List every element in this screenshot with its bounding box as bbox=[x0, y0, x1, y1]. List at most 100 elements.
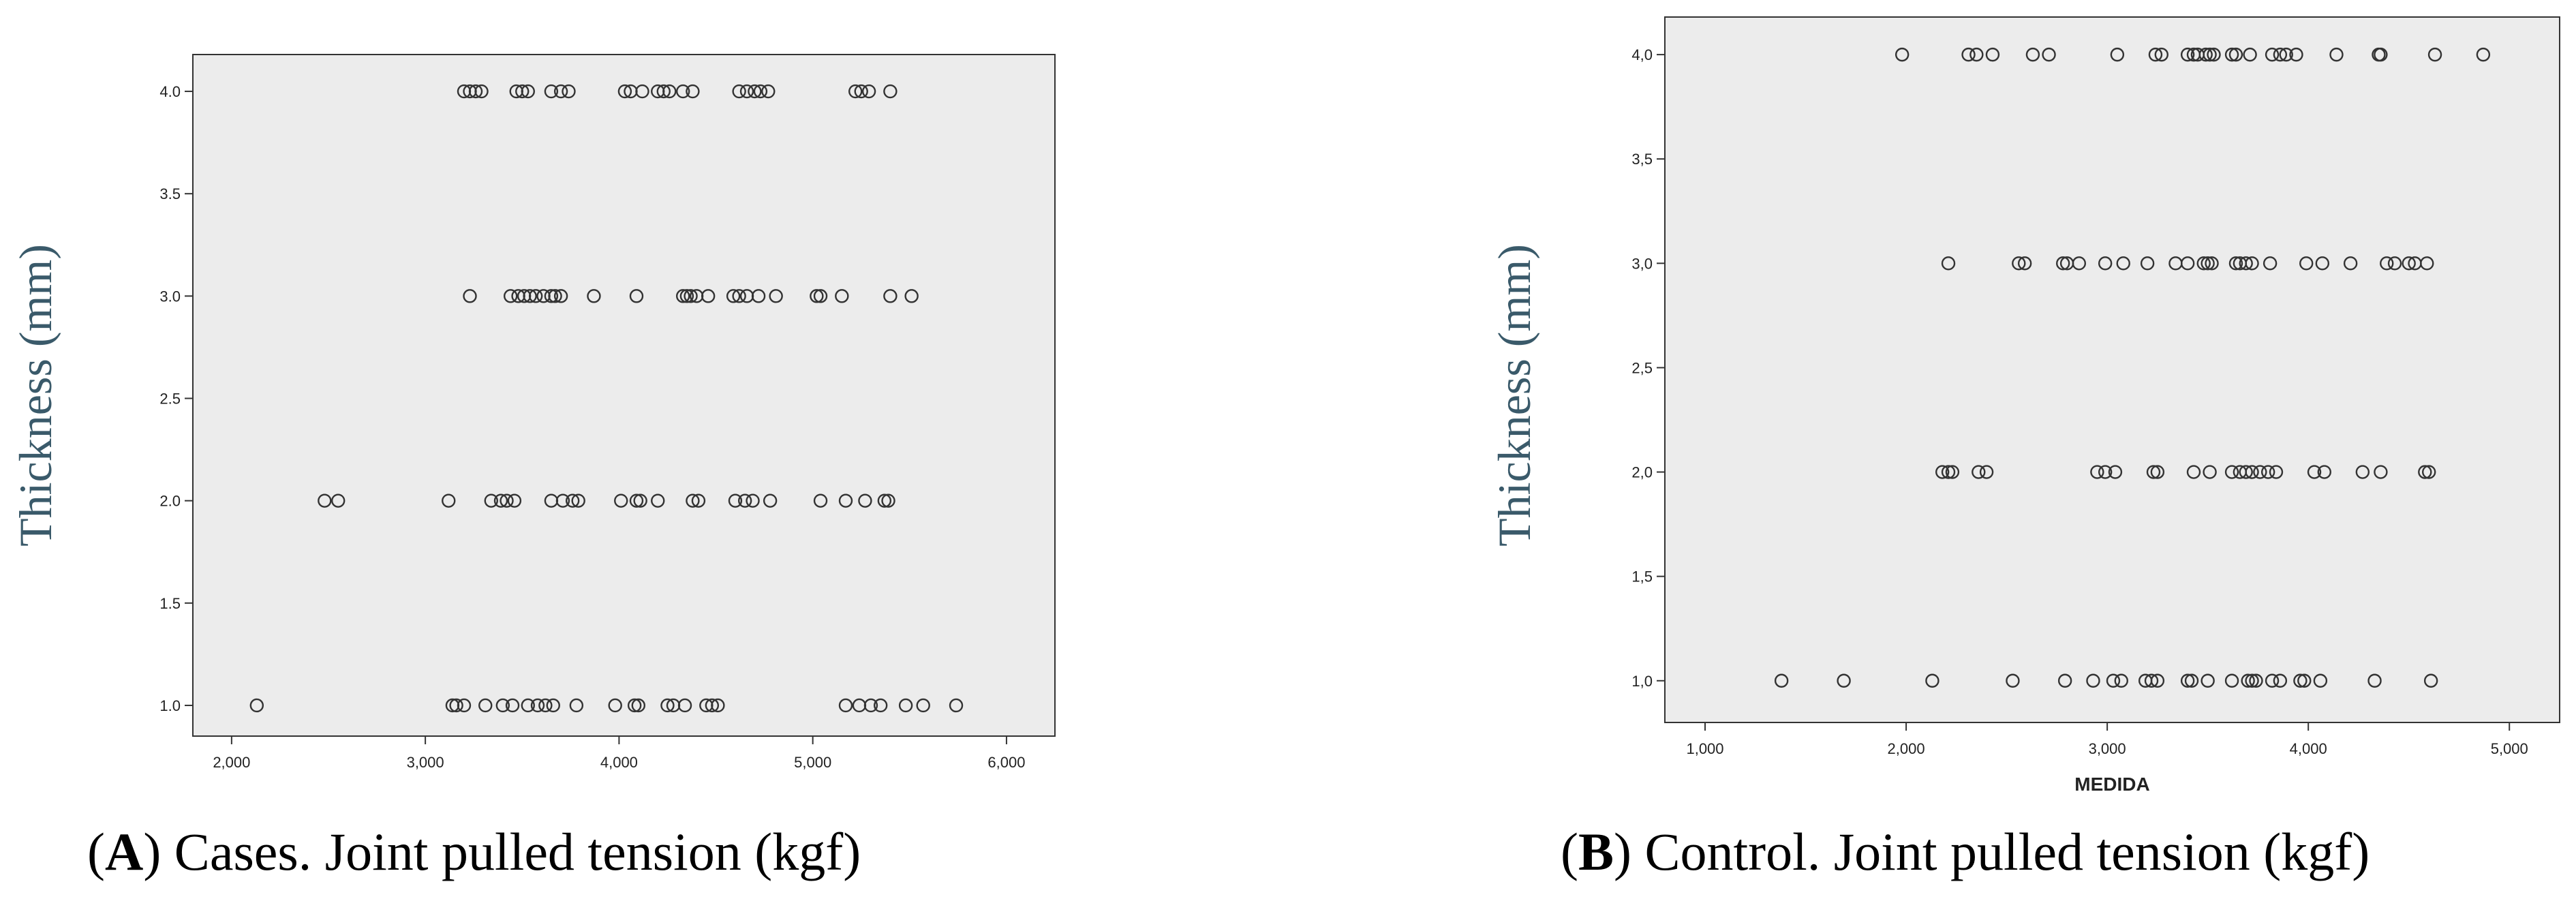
data-point bbox=[751, 289, 766, 303]
data-point bbox=[691, 493, 706, 508]
data-point bbox=[463, 289, 477, 303]
chart-a: 1.0 1.5 2.0 2.5 3.0 3.5 4.0 2,000 3,000 4,000 5,00… bbox=[10, 54, 1056, 771]
y-tick-label: 3,5 bbox=[1631, 151, 1653, 168]
data-point bbox=[883, 84, 898, 99]
data-point bbox=[635, 84, 649, 99]
data-point bbox=[617, 84, 632, 99]
data-point bbox=[2110, 47, 2125, 62]
data-point bbox=[2086, 673, 2100, 688]
y-tick-label: 1.5 bbox=[159, 595, 181, 612]
data-point bbox=[318, 493, 332, 508]
data-point bbox=[495, 698, 510, 713]
data-point bbox=[571, 493, 585, 508]
data-point bbox=[2374, 47, 2388, 62]
x-tick-label: 1,000 bbox=[1686, 740, 1723, 757]
data-point bbox=[548, 289, 562, 303]
data-point bbox=[544, 289, 559, 303]
data-point bbox=[1945, 465, 1960, 479]
data-point bbox=[2072, 256, 2087, 271]
data-point bbox=[2150, 673, 2165, 688]
data-point bbox=[881, 493, 895, 508]
data-point bbox=[684, 289, 698, 303]
y-tick-label: 4,0 bbox=[1631, 46, 1653, 63]
data-point bbox=[2098, 465, 2113, 479]
data-point bbox=[1774, 673, 1789, 688]
data-point bbox=[633, 493, 647, 508]
y-axis-label: Thickness (mm) bbox=[10, 244, 61, 547]
data-point bbox=[2427, 47, 2442, 62]
data-point bbox=[2243, 47, 2257, 62]
data-point bbox=[2289, 47, 2303, 62]
data-point bbox=[528, 289, 543, 303]
y-tick-label: 3.5 bbox=[159, 185, 181, 202]
data-point bbox=[753, 84, 768, 99]
data-point bbox=[2273, 673, 2288, 688]
data-point bbox=[2205, 256, 2219, 271]
data-point bbox=[1972, 465, 1986, 479]
data-point bbox=[500, 493, 514, 508]
x-tick-label: 4,000 bbox=[2290, 740, 2327, 757]
data-point bbox=[848, 84, 863, 99]
data-point bbox=[2144, 673, 2159, 688]
data-point bbox=[2025, 47, 2040, 62]
data-point bbox=[523, 289, 537, 303]
data-point bbox=[883, 289, 898, 303]
data-point bbox=[2146, 465, 2161, 479]
data-point bbox=[2241, 673, 2255, 688]
data-point bbox=[2343, 256, 2358, 271]
data-point bbox=[2201, 673, 2215, 688]
data-point bbox=[2228, 47, 2243, 62]
data-point bbox=[2203, 465, 2217, 479]
data-point bbox=[748, 84, 762, 99]
data-point bbox=[813, 289, 828, 303]
data-point bbox=[2042, 47, 2056, 62]
data-point bbox=[546, 698, 560, 713]
data-point bbox=[732, 289, 746, 303]
data-point bbox=[507, 493, 522, 508]
data-point bbox=[2012, 256, 2026, 271]
data-point bbox=[660, 698, 675, 713]
x-axis-label: MEDIDA bbox=[2074, 774, 2149, 795]
data-point bbox=[2315, 256, 2330, 271]
data-point bbox=[331, 493, 346, 508]
data-point bbox=[2224, 47, 2239, 62]
data-point bbox=[1985, 47, 2000, 62]
data-point bbox=[2017, 256, 2032, 271]
caption-a-letter: A bbox=[104, 822, 144, 881]
data-point bbox=[2196, 256, 2211, 271]
data-point bbox=[587, 289, 601, 303]
data-point bbox=[2186, 465, 2201, 479]
x-tick-label: 3,000 bbox=[2089, 740, 2126, 757]
data-point bbox=[838, 493, 853, 508]
data-point bbox=[2207, 47, 2221, 62]
x-tick-label: 2,000 bbox=[1888, 740, 1925, 757]
data-point bbox=[530, 698, 545, 713]
data-point bbox=[2402, 256, 2416, 271]
data-point bbox=[705, 698, 720, 713]
data-point bbox=[2355, 465, 2370, 479]
y-axis-label: Thickness (mm) bbox=[1488, 244, 1540, 547]
data-point bbox=[732, 84, 746, 99]
data-point bbox=[2297, 673, 2312, 688]
panel-b: 1,0 1,5 2,0 2,5 3,0 3,5 4,0 1,000 2,000 3,000 4,00… bbox=[1288, 0, 2576, 899]
data-point bbox=[1969, 47, 1984, 62]
data-point bbox=[2279, 47, 2293, 62]
x-tick-label: 2,000 bbox=[213, 754, 250, 771]
data-point bbox=[2057, 673, 2072, 688]
x-tick-label: 5,000 bbox=[794, 754, 831, 771]
caption-b: (B) Control. Joint pulled tension (kgf) bbox=[1561, 822, 2370, 881]
caption-a: (A) Cases. Joint pulled tension (kgf) bbox=[87, 822, 861, 881]
data-point bbox=[728, 493, 743, 508]
data-point bbox=[2140, 256, 2155, 271]
data-point bbox=[746, 493, 760, 508]
data-point bbox=[838, 698, 853, 713]
data-point bbox=[2299, 256, 2314, 271]
data-point bbox=[2374, 465, 2388, 479]
data-point bbox=[515, 84, 530, 99]
data-point bbox=[629, 289, 644, 303]
y-tick-label: 1,0 bbox=[1631, 673, 1653, 690]
data-point bbox=[553, 289, 568, 303]
data-point bbox=[877, 493, 892, 508]
y-tick-label: 3,0 bbox=[1631, 255, 1653, 272]
data-point bbox=[2239, 256, 2253, 271]
